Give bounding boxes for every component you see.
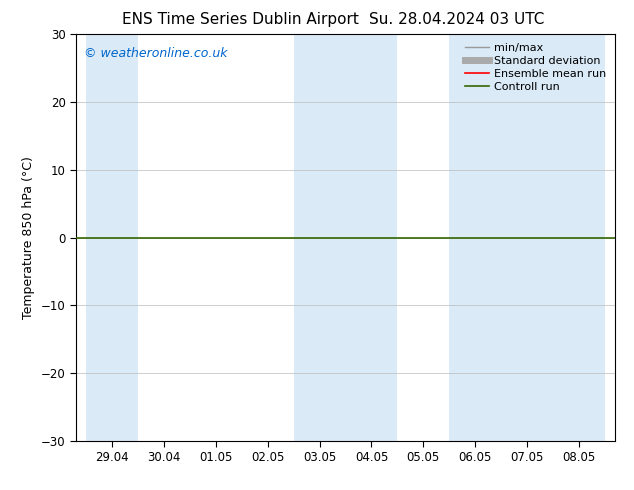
Y-axis label: Temperature 850 hPa (°C): Temperature 850 hPa (°C): [22, 156, 36, 319]
Bar: [86, 34, 138, 441]
Bar: [294, 34, 398, 441]
Legend: min/max, Standard deviation, Ensemble mean run, Controll run: min/max, Standard deviation, Ensemble me…: [462, 40, 609, 95]
Text: ENS Time Series Dublin Airport: ENS Time Series Dublin Airport: [122, 12, 359, 27]
Text: Su. 28.04.2024 03 UTC: Su. 28.04.2024 03 UTC: [369, 12, 544, 27]
Bar: [449, 34, 605, 441]
Text: © weatheronline.co.uk: © weatheronline.co.uk: [84, 47, 228, 59]
